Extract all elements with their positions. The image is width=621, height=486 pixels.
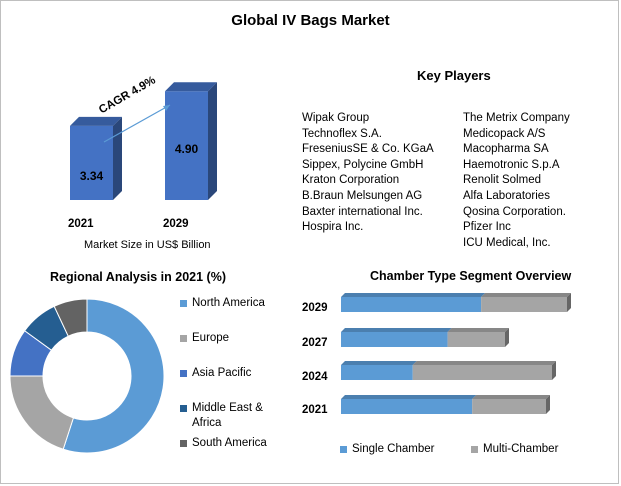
legend-south-america: South America: [180, 436, 267, 451]
bar-segment: [412, 365, 552, 380]
key-players-title: Key Players: [417, 68, 491, 83]
x-tick-label: 2021: [68, 218, 94, 230]
legend-label: Europe: [192, 332, 230, 344]
bar-top: [341, 293, 486, 297]
bar-value-label: 4.90: [174, 142, 199, 156]
player-name: Haemotronic S.p.A: [463, 158, 560, 171]
player-name: Qosina Corporation.: [463, 205, 566, 218]
bar-front: [165, 91, 208, 200]
cagr-arrowhead: [163, 105, 170, 111]
page-title: Global IV Bags Market: [231, 12, 390, 29]
bar-segment: [472, 399, 546, 414]
bar-side: [552, 361, 556, 380]
cagr-arrow: [103, 104, 171, 143]
legend-swatch: [340, 445, 347, 453]
key-players-right: The Metrix Company Medicopack A/S Macoph…: [463, 111, 570, 251]
player-name: Sippex, Polycine GmbH: [302, 158, 424, 171]
bar-top: [481, 293, 571, 297]
bar-top: [412, 361, 556, 365]
legend-label: North America: [192, 297, 265, 309]
player-name: Medicopack A/S: [463, 127, 546, 140]
bar-top: [447, 328, 509, 332]
legend-label: Multi-Chamber: [483, 443, 559, 455]
player-name: Kraton Corporation: [302, 174, 400, 187]
y-tick-label: 2027: [302, 337, 328, 349]
player-name: Technoflex S.A.: [302, 127, 382, 140]
legend-single-chamber: Single Chamber: [340, 443, 434, 455]
player-name: B.Braun Melsungen AG: [302, 189, 423, 202]
player-name: Alfa Laboratories: [463, 189, 550, 202]
bar-side: [567, 293, 571, 312]
bar-segment: [481, 297, 567, 312]
bar-top: [165, 82, 217, 92]
legend-swatch: [180, 370, 187, 377]
bar-segment: [341, 332, 448, 347]
bar-side: [113, 116, 122, 200]
key-players-left: Wipak Group Technoflex S.A. FreseniusSE …: [302, 111, 434, 236]
chamber-chart-title: Chamber Type Segment Overview: [370, 269, 572, 283]
player-name: Macopharma SA: [463, 143, 549, 156]
player-name: Hospira Inc.: [302, 221, 364, 234]
legend-asia-pacific: Asia Pacific: [180, 366, 251, 381]
bar-side: [505, 328, 509, 347]
legend-label: Single Chamber: [352, 443, 435, 455]
legend-europe: Europe: [180, 331, 229, 346]
bar-top: [341, 395, 477, 399]
legend-middle-east-africa: Middle East & Africa: [180, 401, 275, 431]
bar-segment: [341, 399, 473, 414]
bar-side: [546, 395, 550, 414]
legend-swatch: [180, 405, 187, 412]
donut-slice: [53, 298, 88, 337]
bar-value-label: 3.34: [79, 169, 104, 183]
legend-swatch: [180, 300, 187, 307]
x-axis-label: Market Size in US$ Billion: [84, 239, 211, 251]
bar-front: [70, 125, 113, 200]
y-tick-label: 2024: [302, 371, 328, 383]
legend-north-america: North America: [180, 296, 265, 311]
bar-segment: [341, 365, 413, 380]
player-name: The Metrix Company: [463, 112, 570, 124]
y-tick-label: 2029: [302, 302, 328, 314]
y-tick-label: 2021: [302, 404, 328, 416]
bar-segment: [447, 332, 505, 347]
bar-top: [341, 361, 417, 365]
legend-swatch: [180, 335, 187, 342]
legend-multi-chamber: Multi-Chamber: [471, 443, 558, 455]
regional-chart-title: Regional Analysis in 2021 (%): [50, 270, 226, 284]
player-name: FreseniusSE & Co. KGaA: [302, 143, 434, 156]
player-name: Pfizer Inc: [463, 221, 511, 234]
legend-label: South America: [192, 437, 267, 449]
donut-slice: [62, 298, 165, 454]
regional-donut-chart: [9, 298, 165, 454]
bar-top: [341, 328, 452, 332]
bar-side: [208, 82, 217, 200]
bar-top: [472, 395, 550, 399]
player-name: Wipak Group: [302, 112, 370, 124]
legend-label: Middle East & Africa: [192, 402, 263, 429]
player-name: Baxter international Inc.: [302, 205, 423, 218]
x-tick-label: 2029: [163, 218, 189, 230]
legend-swatch: [471, 445, 478, 453]
bar-segment: [341, 297, 482, 312]
legend-swatch: [180, 440, 187, 447]
legend-label: Asia Pacific: [192, 367, 252, 379]
bar-top: [70, 116, 122, 126]
player-name: ICU Medical, Inc.: [463, 236, 551, 249]
player-name: Renolit Solmed: [463, 174, 541, 187]
